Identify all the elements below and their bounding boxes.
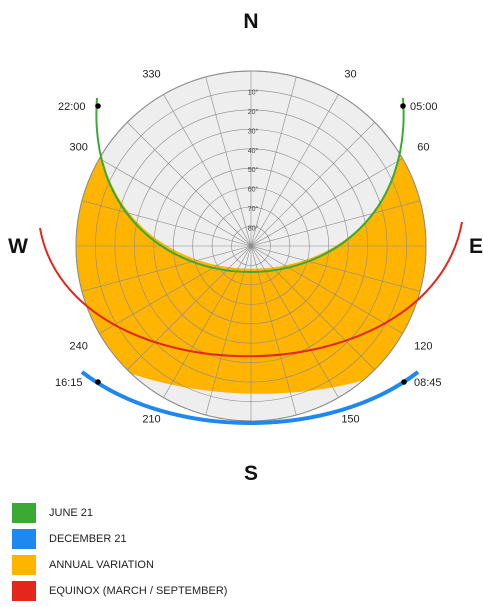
time-label: 16:15: [55, 377, 83, 389]
azimuth-spoke: [250, 245, 375, 370]
time-marker-dot: [95, 379, 101, 385]
legend-label-june-21: JUNE 21: [49, 507, 94, 519]
azimuth-label: 300: [69, 142, 87, 154]
june-21-curve: [95, 97, 405, 273]
legend-label-annual-variation: ANNUAL VARIATION: [49, 559, 154, 571]
altitude-label: 60°: [248, 186, 259, 194]
azimuth-spoke: [250, 122, 375, 247]
altitude-label: 70°: [248, 205, 259, 213]
azimuth-spoke: [163, 94, 252, 247]
altitude-label: 80°: [248, 225, 259, 233]
azimuth-spoke: [250, 200, 421, 247]
time-marker-dot: [95, 103, 101, 109]
azimuth-label: 30: [344, 69, 356, 81]
time-label: 08:45: [414, 377, 442, 389]
azimuth-spoke: [81, 200, 252, 247]
azimuth-spoke: [127, 245, 252, 370]
azimuth-label: 120: [414, 341, 432, 353]
azimuth-spoke: [205, 76, 252, 247]
altitude-label: 40°: [248, 147, 259, 155]
altitude-label: 30°: [248, 127, 259, 135]
legend-swatch-equinox: [12, 581, 36, 601]
legend-label-equinox: EQUINOX (MARCH / SEPTEMBER): [49, 585, 228, 597]
altitude-label: 20°: [248, 108, 259, 116]
azimuth-label: 210: [142, 413, 160, 425]
legend-swatch-june-21: [12, 503, 36, 523]
azimuth-spoke: [250, 245, 297, 416]
altitude-label: 50°: [248, 166, 259, 174]
compass-west: W: [8, 235, 28, 258]
azimuth-spoke: [250, 76, 297, 247]
azimuth-label: 150: [341, 413, 359, 425]
azimuth-spoke: [250, 245, 403, 334]
equinox-curve: [39, 221, 463, 358]
legend-label-december-21: DECEMBER 21: [49, 533, 127, 545]
azimuth-spoke: [99, 245, 252, 334]
azimuth-label: 60: [417, 142, 429, 154]
time-marker-dot: [401, 379, 407, 385]
compass-north: N: [243, 10, 258, 33]
compass-east: E: [469, 235, 483, 258]
azimuth-spoke: [250, 94, 339, 247]
compass-south: S: [244, 462, 258, 485]
azimuth-spoke: [81, 245, 252, 292]
altitude-label: 10°: [248, 88, 259, 96]
time-label: 05:00: [410, 101, 438, 113]
azimuth-spoke: [127, 122, 252, 247]
time-marker-dot: [400, 103, 406, 109]
december-21-curve: [80, 370, 420, 425]
azimuth-label: 240: [69, 341, 87, 353]
azimuth-label: 330: [142, 69, 160, 81]
legend-swatch-december-21: [12, 529, 36, 549]
azimuth-spoke: [99, 158, 252, 247]
time-label: 22:00: [58, 101, 86, 113]
azimuth-spoke: [250, 245, 421, 292]
azimuth-spoke: [250, 158, 403, 247]
azimuth-spoke: [205, 245, 252, 416]
legend-swatch-annual-variation: [12, 555, 36, 575]
